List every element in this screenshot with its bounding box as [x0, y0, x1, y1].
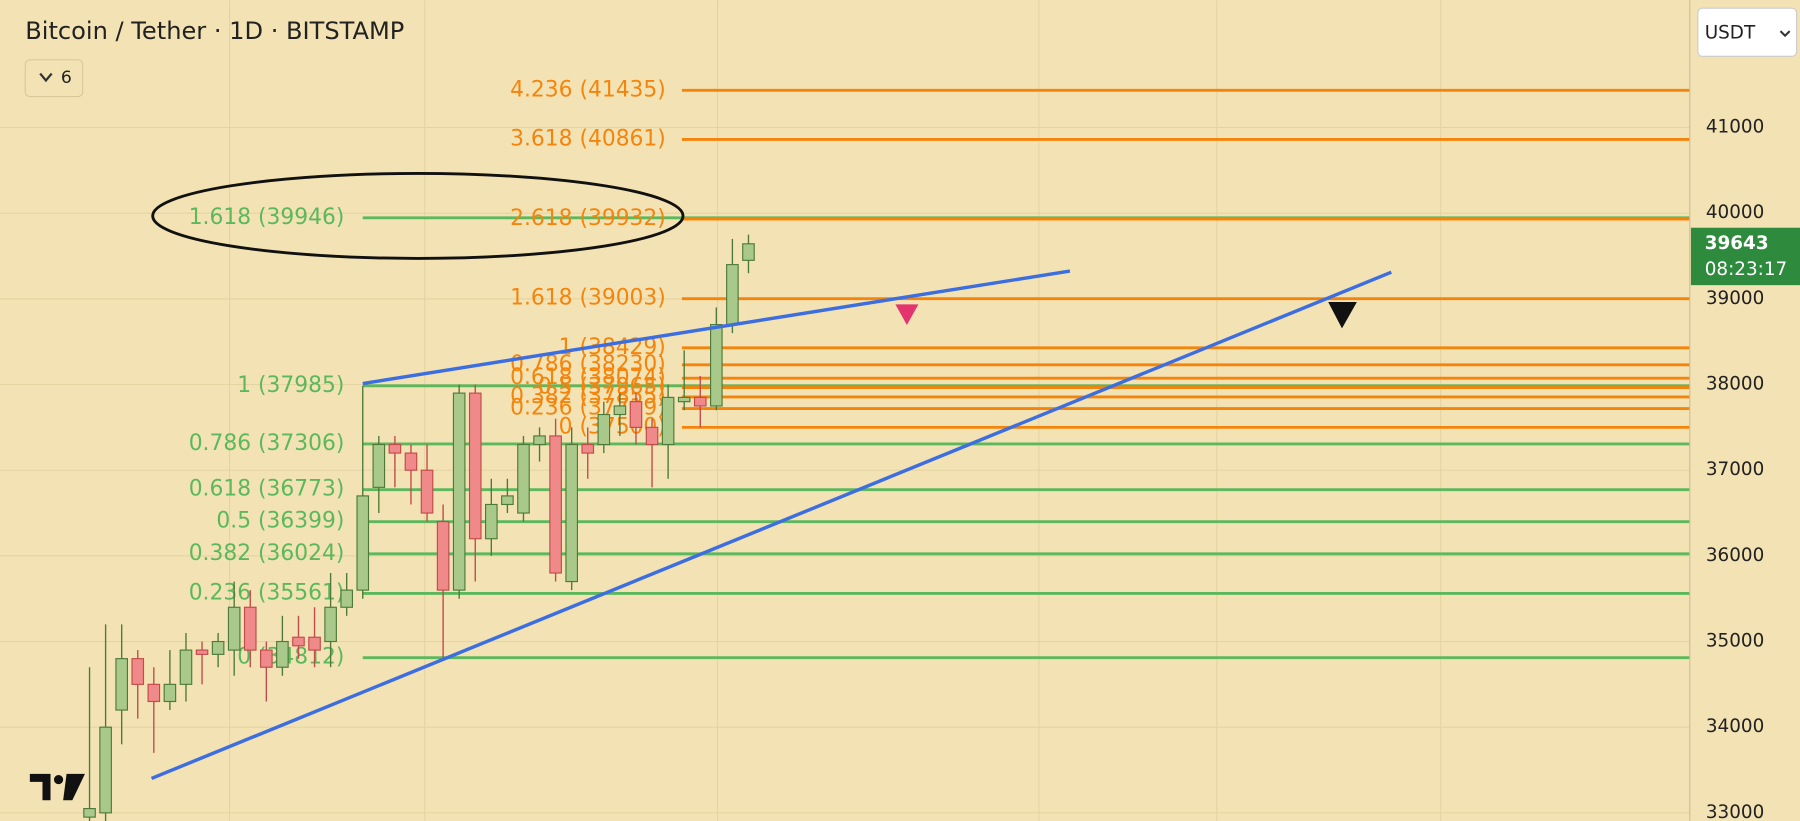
candle-body — [677, 396, 691, 403]
candle-body — [581, 443, 595, 454]
fib-label: 0.618 (38074) — [510, 365, 666, 390]
candle-body — [420, 469, 434, 514]
fib-label: 3.618 (40861) — [510, 126, 666, 151]
logo-part — [53, 774, 64, 785]
candle-body — [661, 396, 675, 446]
y-tick-label: 36000 — [1706, 545, 1764, 566]
candle-body — [276, 640, 289, 668]
candle-body — [468, 392, 482, 540]
candle-body — [195, 649, 209, 655]
fib-label: 4.236 (41435) — [510, 77, 666, 102]
indicator-toggle[interactable] — [24, 59, 84, 98]
y-tick-label: 34000 — [1706, 716, 1764, 737]
chevron-icon — [39, 72, 53, 83]
candle-body — [404, 452, 418, 471]
y-tick-label: 38000 — [1706, 374, 1764, 395]
fib-label: 0.382 (36024) — [189, 541, 345, 566]
candle-body — [260, 649, 273, 668]
candle-body — [726, 264, 739, 326]
logo-part — [29, 773, 51, 801]
candle-body — [115, 658, 128, 711]
fib-label: 1.618 (39946) — [189, 205, 345, 230]
trend-line — [362, 269, 1071, 386]
event-marker[interactable] — [1328, 302, 1357, 329]
fib-label: 0.236 (35561) — [189, 580, 345, 605]
candle-body — [308, 636, 321, 651]
candle-body — [645, 426, 659, 446]
candle-body — [243, 606, 257, 651]
candle-body — [340, 589, 353, 608]
fib-label: 0.5 (37965) — [538, 375, 666, 400]
currency-select[interactable] — [1697, 7, 1798, 57]
candle-body — [549, 435, 562, 574]
y-tick-label: 37000 — [1706, 459, 1764, 480]
candle-body — [629, 401, 643, 428]
candle-body — [597, 413, 611, 446]
candle-body — [742, 243, 755, 261]
candle-body — [83, 807, 96, 818]
candle-body — [517, 443, 530, 514]
candle-body — [292, 636, 305, 647]
fib-label: 0.786 (37306) — [189, 431, 345, 456]
chart-title: Bitcoin / Tether · 1D · BITSTAMP — [25, 17, 404, 45]
candle-body — [179, 649, 193, 685]
candle-body — [693, 396, 707, 407]
candle-body — [356, 495, 370, 591]
currency-label: USDT — [1705, 22, 1756, 43]
fib-label: 1.618 (39003) — [510, 286, 666, 311]
event-marker[interactable] — [895, 304, 919, 325]
y-tick-label: 33000 — [1706, 802, 1764, 821]
candle-body — [388, 443, 402, 454]
candle-body — [501, 495, 514, 506]
last-price-label: 39643 — [1705, 233, 1769, 254]
candle-body — [99, 726, 112, 814]
last-price-box — [1690, 227, 1800, 286]
y-tick-label: 35000 — [1706, 631, 1764, 652]
candle-body — [131, 658, 145, 685]
fib-label: 0.5 (36399) — [216, 509, 344, 534]
dropdown-arrow — [1779, 30, 1791, 38]
logo-part — [63, 773, 85, 801]
candle-body — [436, 521, 450, 591]
candle-body — [565, 443, 578, 583]
y-tick-label: 41000 — [1706, 117, 1764, 138]
candle-body — [227, 606, 241, 651]
countdown-label: 08:23:17 — [1705, 259, 1787, 280]
candle-body — [324, 606, 337, 643]
candle-body — [485, 503, 498, 540]
candle-body — [710, 324, 723, 407]
fib-label: 0.618 (36773) — [189, 477, 345, 502]
fib-label: 2.618 (39932) — [510, 206, 666, 231]
fib-label: 1 (37985) — [237, 373, 344, 398]
candle-body — [372, 443, 386, 488]
indicator-count: 6 — [61, 68, 72, 88]
trend-line — [150, 270, 1392, 781]
ellipse-drawing — [151, 172, 685, 260]
candle-body — [613, 405, 627, 416]
candle-body — [147, 683, 161, 703]
grid — [229, 0, 1442, 821]
candle-body — [163, 683, 177, 703]
candle-body — [452, 392, 466, 591]
candle-body — [211, 640, 225, 655]
y-tick-label: 39000 — [1706, 288, 1764, 309]
y-tick-label: 40000 — [1706, 202, 1764, 223]
candle-body — [533, 435, 546, 446]
logo — [29, 773, 85, 801]
